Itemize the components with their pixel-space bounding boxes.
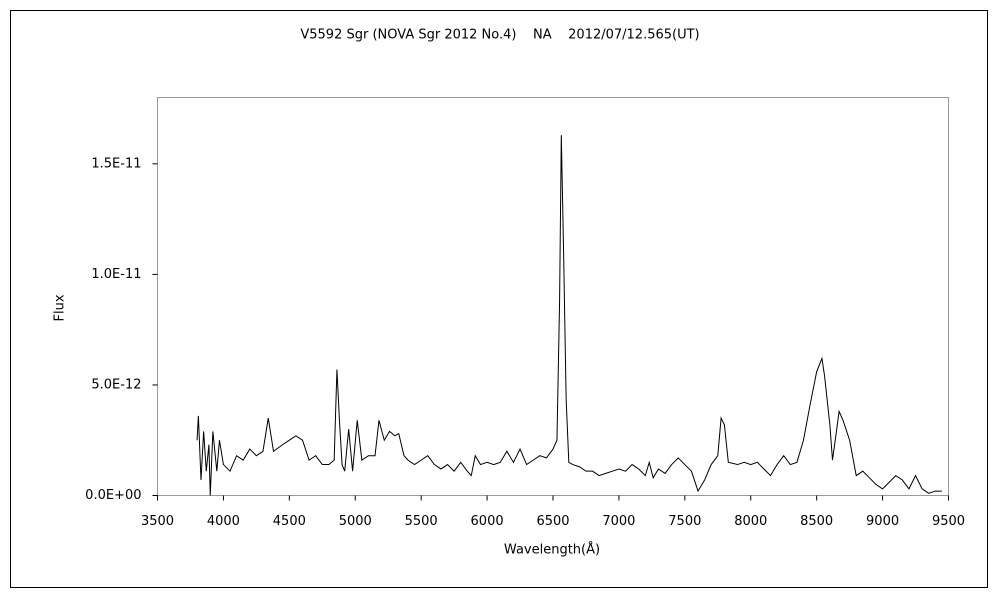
y-tick-label: 5.0E-12 xyxy=(91,377,141,392)
x-tick-label: 4000 xyxy=(207,514,240,529)
x-tick-label: 9500 xyxy=(932,514,965,529)
x-tick-label: 9000 xyxy=(866,514,899,529)
y-axis-label: Flux xyxy=(53,294,68,321)
x-tick-label: 4500 xyxy=(273,514,306,529)
y-tick-label: 1.0E-11 xyxy=(91,267,141,282)
x-tick-label: 6000 xyxy=(471,514,504,529)
x-tick-label: 3500 xyxy=(141,514,174,529)
x-tick-label: 5500 xyxy=(405,514,438,529)
plot-frame xyxy=(157,97,949,496)
y-tick-label: 1.5E-11 xyxy=(91,156,141,171)
x-axis-label: Wavelength(Å) xyxy=(504,542,600,558)
x-tick-label: 6500 xyxy=(536,514,569,529)
x-tick-label: 7500 xyxy=(668,514,701,529)
x-tick-label: 7000 xyxy=(602,514,635,529)
chart-title: V5592 Sgr (NOVA Sgr 2012 No.4) NA 2012/0… xyxy=(300,28,699,43)
x-tick-label: 8000 xyxy=(734,514,767,529)
y-tick-label: 0.0E+00 xyxy=(85,488,141,503)
x-tick-label: 8500 xyxy=(800,514,833,529)
chart-frame xyxy=(10,10,988,588)
spectrum-line xyxy=(196,135,942,496)
x-tick-label: 5000 xyxy=(339,514,372,529)
